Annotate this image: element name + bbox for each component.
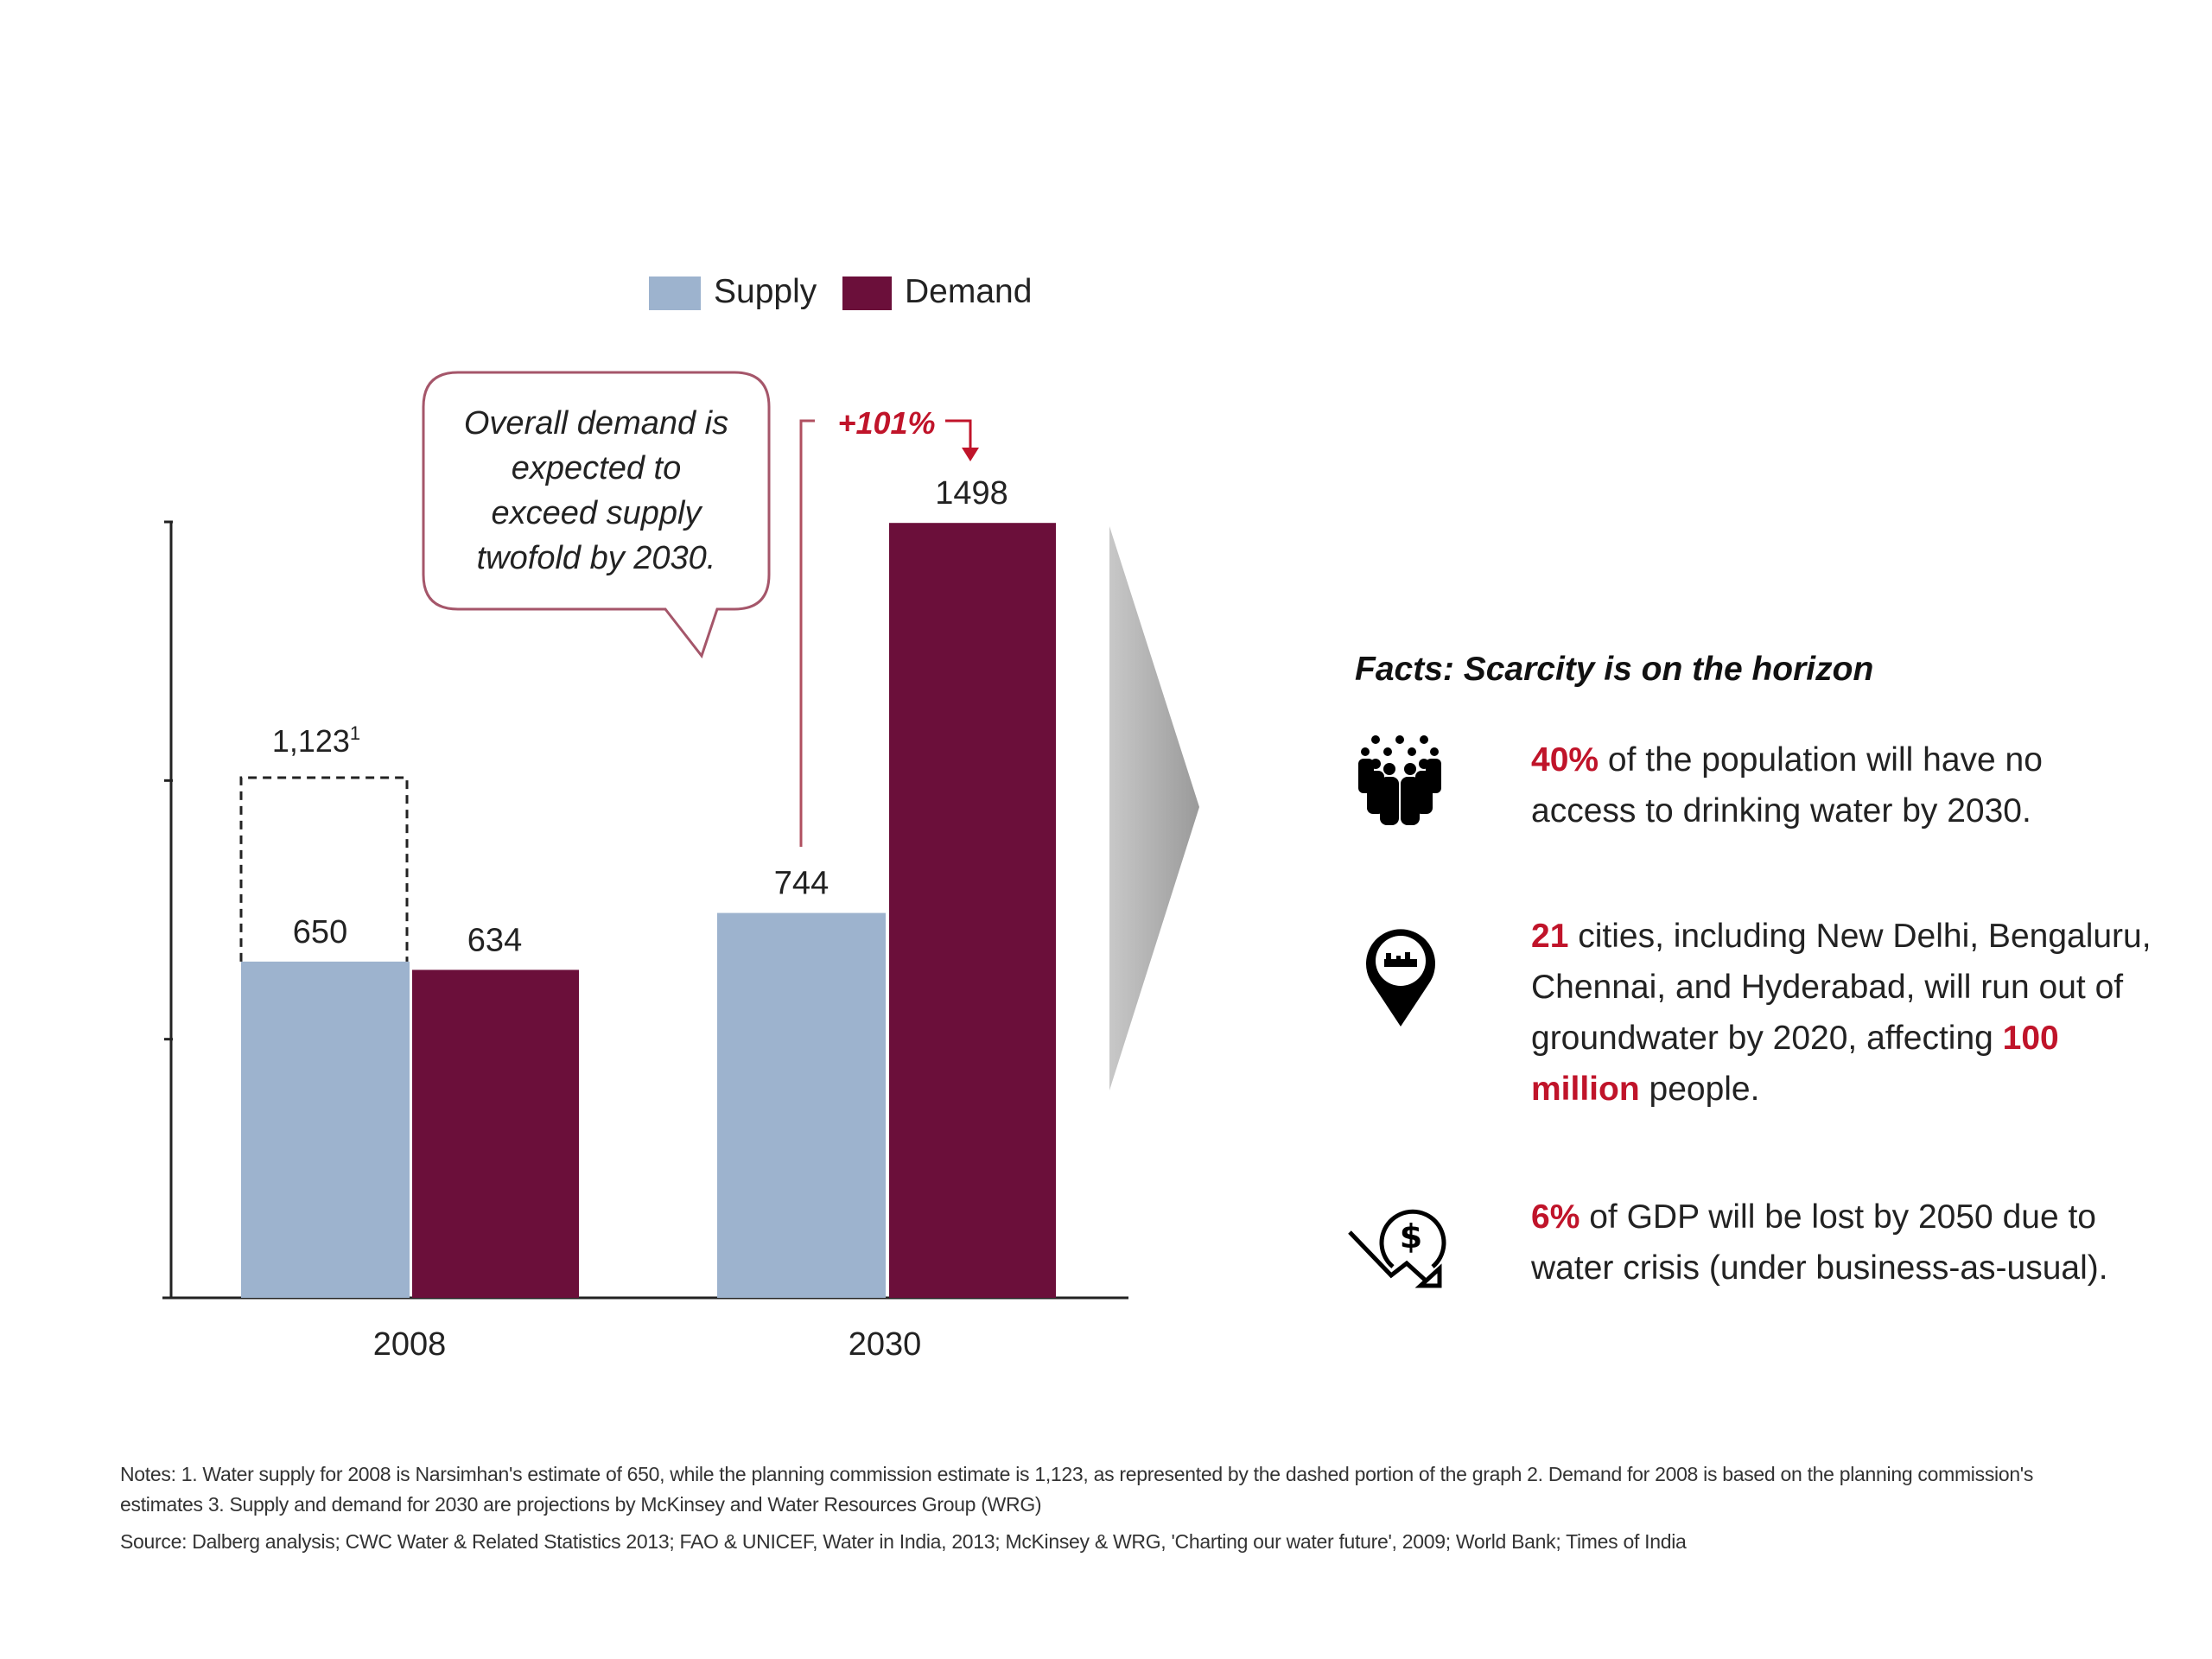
arrow-down-icon (962, 448, 979, 461)
footnote-marker: 1 (350, 722, 360, 744)
source-text: Source: Dalberg analysis; CWC Water & Re… (120, 1530, 1687, 1553)
fact-text: people. (1639, 1071, 1760, 1108)
bar-demand-2030 (889, 523, 1056, 1298)
fact-text: cities, including New Delhi, Bengaluru, … (1531, 918, 2152, 1057)
callout-line: twofold by 2030. (476, 540, 716, 576)
svg-text:$: $ (1400, 1217, 1422, 1255)
callout-bubble (422, 371, 771, 659)
fact-highlight: 6% (1531, 1198, 1580, 1236)
growth-bracket-line (945, 419, 972, 451)
fact-highlight: 21 (1531, 918, 1569, 955)
data-label-demand: 634 (467, 922, 522, 958)
data-label-supply: 650 (293, 914, 347, 950)
transition-arrow-icon (1109, 526, 1199, 1090)
alternate-estimate-label: 1,1231 (272, 722, 360, 759)
legend-supply-swatch (649, 276, 701, 310)
callout-line: expected to (511, 450, 682, 486)
dashed-estimate-outline (239, 776, 409, 962)
callout-line: exceed supply (491, 495, 702, 531)
notes-text: Notes: 1. Water supply for 2008 is Narsi… (120, 1463, 2034, 1516)
fact-highlight: 40% (1531, 741, 1599, 779)
growth-label: +101% (837, 405, 935, 441)
fact-gdp: 6% of GDP will be lost by 2050 due to wa… (1531, 1192, 2153, 1294)
callout-text: Overall demand is expected to exceed sup… (423, 401, 769, 581)
bar-supply-2030 (717, 912, 886, 1298)
x-tick-label: 2030 (849, 1326, 922, 1363)
growth-bracket-line (799, 419, 815, 847)
fact-text: of the population will have no access to… (1531, 741, 2043, 830)
fact-population: 40% of the population will have no acces… (1531, 734, 2153, 836)
fact-cities: 21 cities, including New Delhi, Bengalur… (1531, 911, 2153, 1115)
data-label-demand: 1498 (935, 475, 1008, 512)
people-crowd-icon (1358, 735, 1441, 825)
bar-supply-2008 (241, 961, 410, 1298)
fact-highlight: 100 million (1531, 1020, 2059, 1108)
city-location-pin-icon (1366, 929, 1435, 1027)
dollar-decline-icon: $ (1348, 1209, 1446, 1288)
facts-title: Facts: Scarcity is on the horizon (1355, 651, 1874, 688)
x-tick-label: 2008 (373, 1326, 447, 1363)
legend-supply-label: Supply (714, 273, 817, 310)
bar-demand-2008 (412, 969, 579, 1298)
legend-demand-swatch (842, 276, 892, 310)
callout-line: Overall demand is (463, 405, 729, 442)
data-label-supply: 744 (774, 866, 829, 902)
fact-text: of GDP will be lost by 2050 due to water… (1531, 1198, 2108, 1287)
legend-demand-label: Demand (905, 273, 1033, 310)
